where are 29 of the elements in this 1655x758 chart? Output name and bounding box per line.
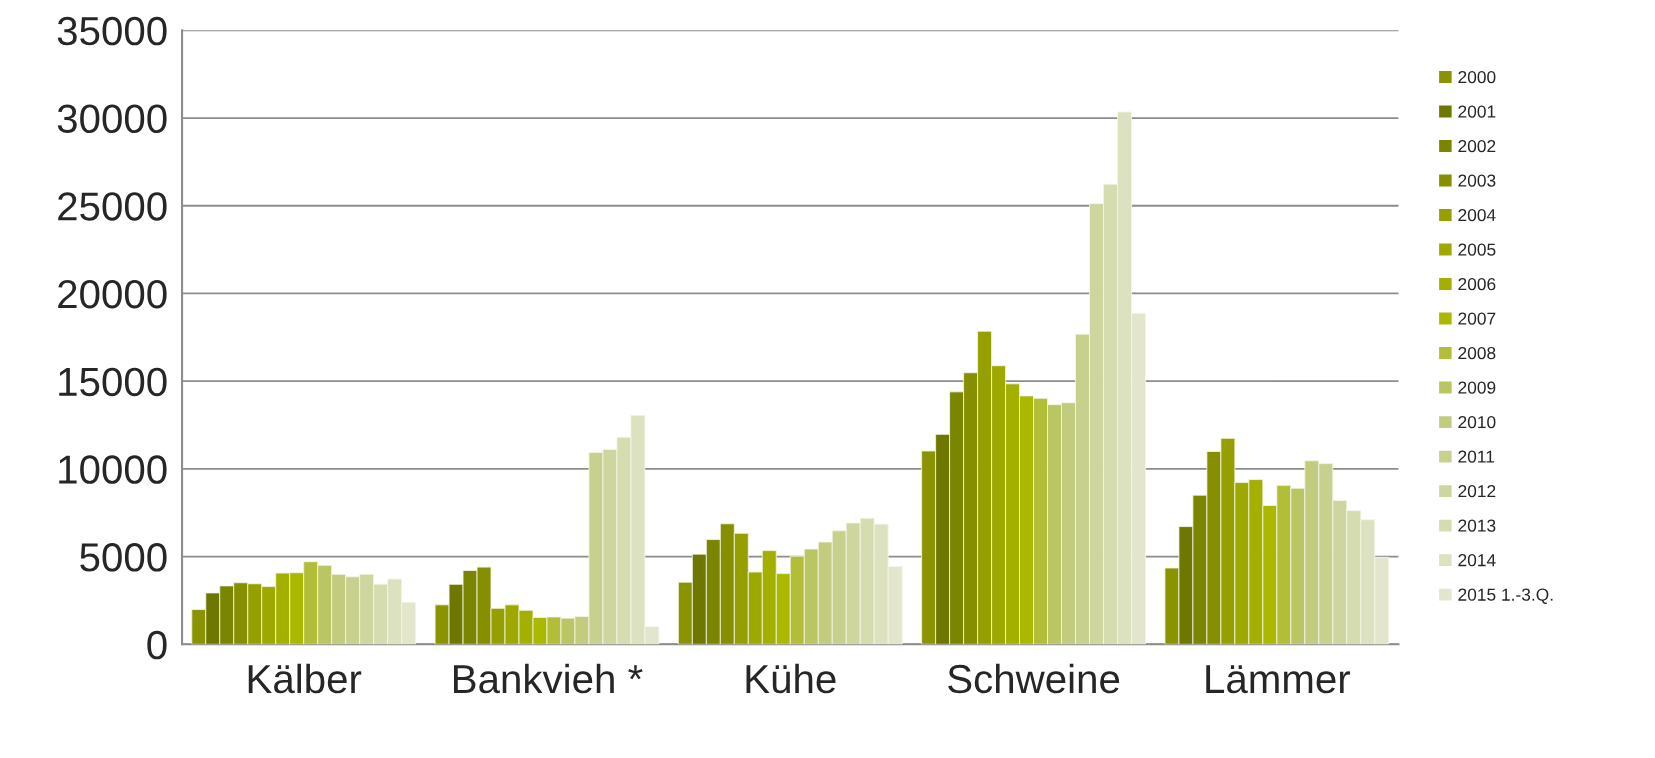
legend-label: 2004	[1458, 208, 1496, 222]
legend-label: 2013	[1458, 519, 1496, 532]
legend-label: 2000	[1458, 70, 1496, 84]
legend-label: 2007	[1458, 312, 1496, 325]
legend-label: 2010	[1458, 415, 1496, 429]
legend-label: 2005	[1458, 243, 1496, 256]
legend-label: 2009	[1458, 381, 1496, 394]
x-tick-label: Schweine	[948, 663, 1120, 694]
legend-label: 2006	[1458, 277, 1496, 291]
y-tick-label: 35000	[57, 16, 167, 46]
x-tick-label: Lämmer	[1206, 665, 1351, 694]
legend-label: 2002	[1458, 139, 1496, 153]
x-tick-label: Kühe	[746, 663, 836, 694]
y-tick-label: 5000	[80, 543, 167, 572]
x-tick-label: Kälber	[248, 663, 362, 694]
legend-label: 2001	[1458, 105, 1496, 118]
legend-label: 2003	[1458, 174, 1496, 187]
x-tick-label: Bankvieh *	[454, 663, 643, 694]
y-tick-label: 30000	[57, 104, 167, 134]
legend-label: 2012	[1458, 485, 1496, 498]
y-tick-label: 10000	[59, 455, 167, 484]
legend-label: 2014	[1458, 554, 1496, 567]
legend-label: 2008	[1458, 346, 1496, 360]
y-tick-label: 0	[147, 630, 167, 660]
legend-label: 2011	[1458, 450, 1495, 463]
y-tick-label: 15000	[59, 367, 167, 397]
y-tick-label: 25000	[58, 192, 167, 221]
legend-label: 2015 1.-3.Q.	[1458, 588, 1553, 604]
y-tick-label: 20000	[58, 279, 167, 309]
